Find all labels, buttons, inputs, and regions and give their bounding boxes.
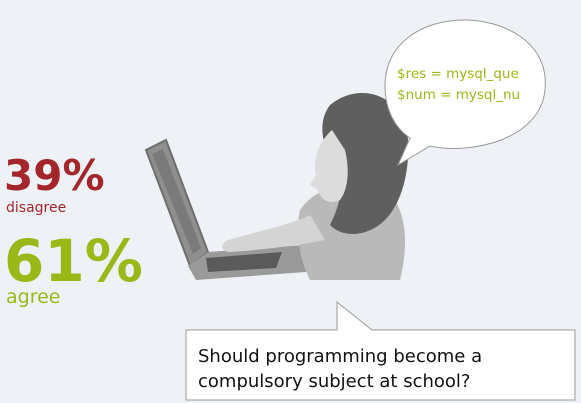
stat-value: 39% (4, 151, 105, 200)
question-line: Should programming become a (198, 346, 482, 367)
hair (322, 92, 409, 235)
keyboard (206, 252, 282, 272)
code-line: $num = mysql_nu (397, 87, 520, 103)
illustration (144, 92, 409, 280)
question-line: compulsory subject at school? (198, 371, 470, 392)
stat-label: agree (6, 286, 60, 308)
code-line: $res = mysql_que (397, 66, 519, 82)
question-box (185, 300, 576, 401)
speech-bubble (384, 19, 546, 167)
stat-value: 61% (4, 227, 143, 295)
arm (222, 215, 325, 252)
laptop-display (152, 149, 201, 254)
face (310, 130, 348, 202)
stat-label: disagree (6, 200, 66, 216)
